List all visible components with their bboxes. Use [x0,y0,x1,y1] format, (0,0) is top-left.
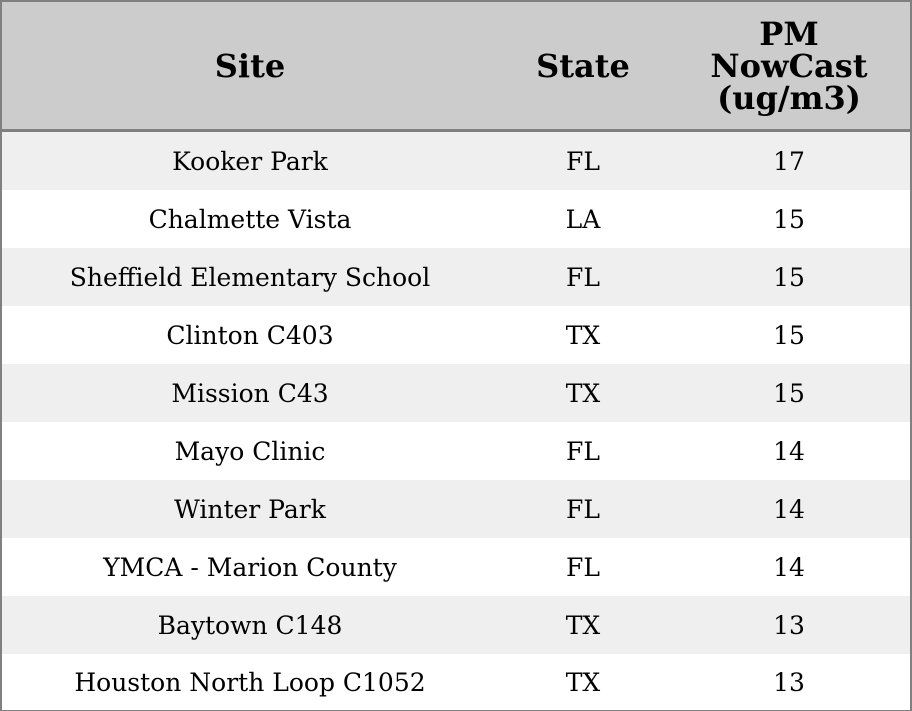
table-row: Winter Park FL 14 [2,480,910,538]
table-row: Mayo Clinic FL 14 [2,422,910,480]
cell-state: TX [498,306,668,364]
table-row: YMCA - Marion County FL 14 [2,538,910,596]
cell-site: Baytown C148 [2,596,498,654]
cell-pm: 13 [668,654,910,710]
cell-site: Kooker Park [2,130,498,190]
header-pm-line-1: PM [759,14,819,53]
cell-site: YMCA - Marion County [2,538,498,596]
cell-pm: 13 [668,596,910,654]
cell-state: TX [498,596,668,654]
cell-state: FL [498,538,668,596]
table-row: Houston North Loop C1052 TX 13 [2,654,910,710]
cell-pm: 15 [668,190,910,248]
cell-state: LA [498,190,668,248]
cell-state: FL [498,422,668,480]
cell-site: Mission C43 [2,364,498,422]
table-row: Mission C43 TX 15 [2,364,910,422]
table-header: Site State PM NowCast (ug/m3) [2,2,910,132]
cell-pm: 14 [668,480,910,538]
cell-pm: 17 [668,130,910,190]
cell-pm: 15 [668,364,910,422]
cell-pm: 14 [668,538,910,596]
table-row: Chalmette Vista LA 15 [2,190,910,248]
cell-state: FL [498,248,668,306]
cell-pm: 14 [668,422,910,480]
cell-state: FL [498,130,668,190]
cell-site: Chalmette Vista [2,190,498,248]
cell-state: TX [498,364,668,422]
cell-pm: 15 [668,248,910,306]
header-pm-nowcast: PM NowCast (ug/m3) [668,2,910,132]
cell-site: Sheffield Elementary School [2,248,498,306]
cell-pm: 15 [668,306,910,364]
cell-state: FL [498,480,668,538]
table-row: Baytown C148 TX 13 [2,596,910,654]
table-row: Clinton C403 TX 15 [2,306,910,364]
header-pm-line-2: NowCast [710,46,868,85]
cell-state: TX [498,654,668,710]
header-state: State [498,2,668,132]
table-row: Kooker Park FL 17 [2,130,910,190]
header-site: Site [2,2,498,132]
header-row: Site State PM NowCast (ug/m3) [2,2,910,132]
cell-site: Winter Park [2,480,498,538]
cell-site: Mayo Clinic [2,422,498,480]
table-row: Sheffield Elementary School FL 15 [2,248,910,306]
cell-site: Clinton C403 [2,306,498,364]
cell-site: Houston North Loop C1052 [2,654,498,710]
header-pm-line-3: (ug/m3) [717,78,861,117]
table-body: Kooker Park FL 17 Chalmette Vista LA 15 … [2,130,910,710]
